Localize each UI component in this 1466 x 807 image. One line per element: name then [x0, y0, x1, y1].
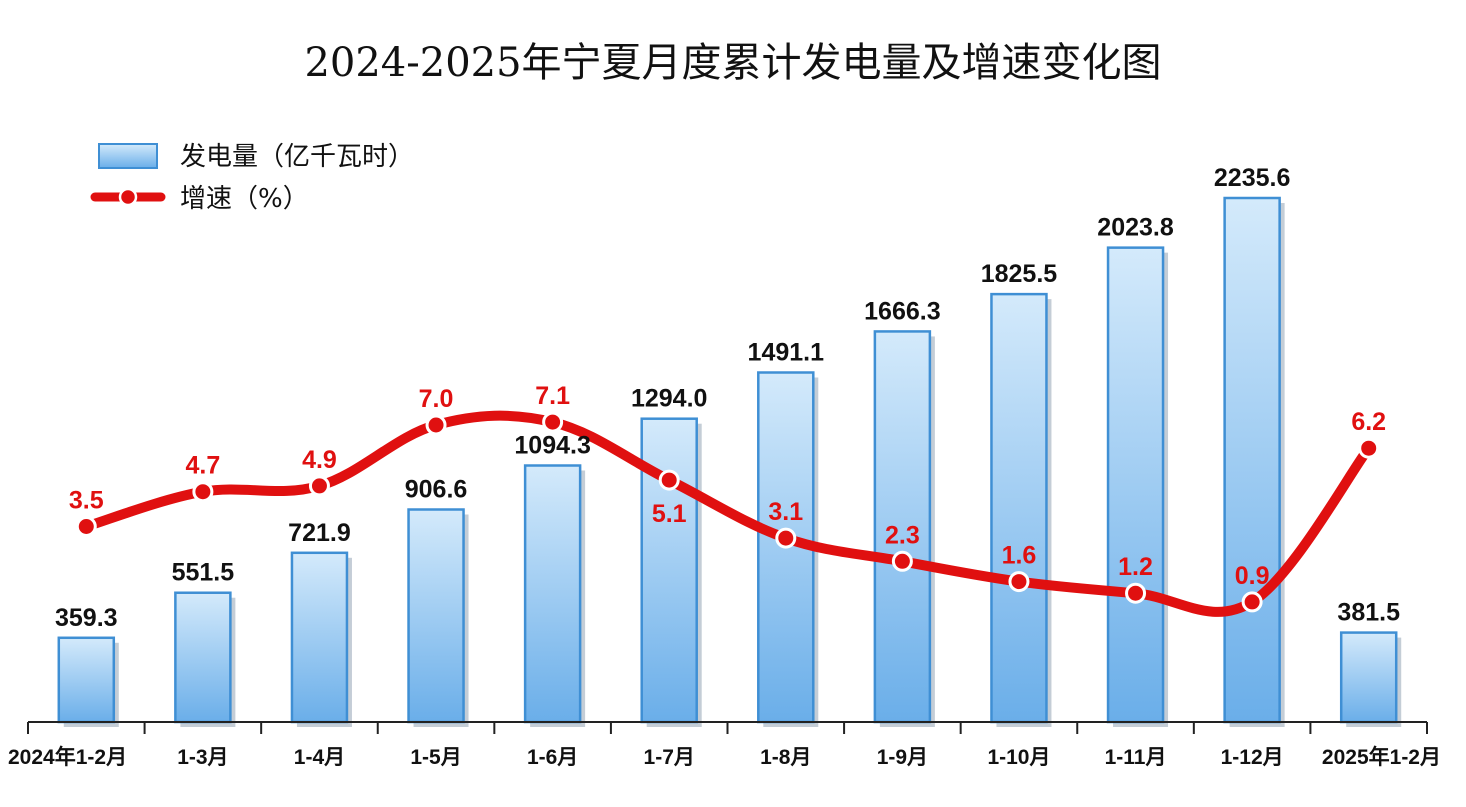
x-tick-label: 2024年1-2月: [8, 745, 127, 769]
growth-point: [308, 475, 330, 497]
growth-value-label: 0.9: [1235, 562, 1270, 590]
growth-point: [425, 414, 447, 436]
growth-line-path: [81, 410, 1374, 617]
bar: [290, 551, 349, 724]
growth-point: [891, 550, 913, 572]
bar-value-label: 1666.3: [864, 297, 940, 325]
bar-value-label: 721.9: [288, 519, 351, 547]
data-labels: 359.3 551.5 721.9 906.6 1094.3 1294.0 1491.1 16…: [55, 164, 1400, 632]
growth-point: [192, 481, 214, 503]
growth-point: [1008, 571, 1030, 593]
x-tick-label: 1-6月: [527, 746, 578, 769]
bar-value-label: 2235.6: [1214, 164, 1290, 192]
legend-label-line: 增速（%）: [180, 184, 309, 214]
growth-value-label: 4.9: [302, 446, 337, 474]
growth-line: [75, 410, 1380, 617]
growth-value-label: 1.2: [1118, 553, 1153, 581]
legend-swatch-bar: [98, 143, 158, 169]
bars: [57, 196, 1402, 727]
bar: [1223, 196, 1281, 724]
growth-value-label: 6.2: [1351, 408, 1386, 436]
bar-value-label: 359.3: [55, 604, 118, 632]
growth-point: [775, 527, 797, 549]
growth-value-label: 4.7: [185, 452, 220, 480]
bar-value-label: 2023.8: [1097, 214, 1174, 242]
growth-value-label: 1.6: [1002, 542, 1037, 570]
bar-value-label: 551.5: [172, 559, 235, 587]
bar: [523, 464, 582, 724]
growth-value-label: 7.1: [535, 382, 570, 410]
growth-value-label: 3.1: [768, 498, 803, 526]
bar-value-label: 381.5: [1337, 599, 1400, 627]
x-tick-label: 1-11月: [1105, 746, 1167, 769]
growth-point: [542, 411, 564, 433]
x-tick-label: 1-10月: [987, 746, 1050, 769]
growth-point: [75, 516, 97, 537]
growth-point: [1358, 437, 1380, 459]
x-tick-label: 1-9月: [877, 746, 928, 769]
bar-value-label: 1491.1: [748, 339, 825, 367]
legend: 发电量（亿千瓦时） 增速（%）: [90, 142, 414, 214]
bar: [990, 292, 1048, 724]
bar: [1339, 631, 1398, 724]
growth-point: [1125, 582, 1147, 604]
x-tick-label: 1-3月: [177, 746, 228, 769]
bar-value-label: 1294.0: [631, 385, 707, 413]
legend-label-bar: 发电量（亿千瓦时）: [180, 142, 414, 172]
x-tick-label: 1-12月: [1221, 746, 1284, 769]
growth-point: [658, 469, 680, 491]
growth-value-label: 7.0: [419, 385, 454, 413]
bar-value-label: 1825.5: [981, 260, 1058, 288]
bar: [57, 636, 116, 724]
bar-value-label: 906.6: [405, 476, 468, 504]
bar: [407, 508, 465, 724]
growth-point: [1241, 591, 1263, 613]
x-tick-label: 2025年1-2月: [1322, 745, 1441, 769]
x-tick-label: 1-7月: [644, 746, 695, 769]
chart-title: 2024-2025年宁夏月度累计发电量及增速变化图: [304, 40, 1161, 86]
growth-value-label: 3.5: [69, 487, 104, 515]
bar-value-label: 1094.3: [514, 432, 590, 460]
x-tick-label: 1-4月: [294, 746, 345, 769]
growth-value-label: 5.1: [652, 500, 687, 528]
x-axis: 2024年1-2月 1-3月 1-4月 1-5月 1-6月 1-7月 1-8月 1-9月 1-1…: [8, 721, 1441, 769]
x-tick-label: 1-5月: [410, 746, 461, 769]
x-tick-label: 1-8月: [760, 746, 811, 769]
bar: [1106, 246, 1165, 724]
legend-swatch-marker: [118, 187, 138, 207]
growth-value-label: 2.3: [885, 521, 920, 549]
bar: [174, 591, 232, 724]
